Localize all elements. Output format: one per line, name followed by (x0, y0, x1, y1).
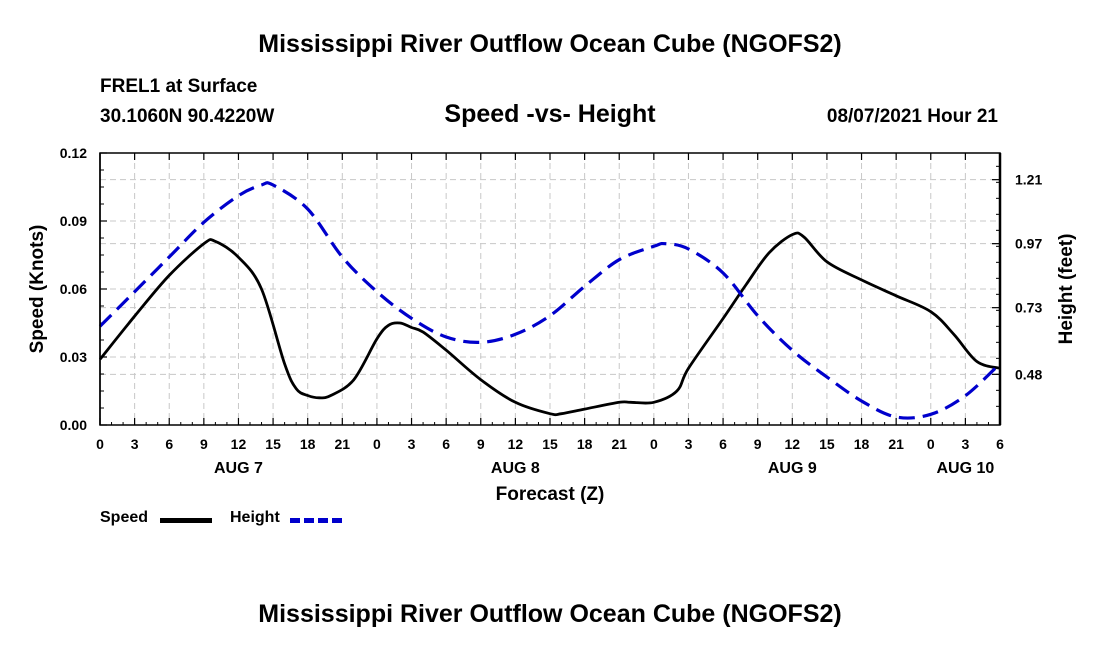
forecast-datetime: 08/07/2021 Hour 21 (826, 106, 998, 127)
x-tick-label: 18 (854, 436, 870, 452)
legend-height-label: Height (230, 509, 280, 526)
y2-tick-label: 0.73 (1015, 300, 1042, 316)
x-tick-label: 6 (719, 436, 727, 452)
x-tick-label: 3 (408, 436, 416, 452)
y-tick-label: 0.00 (60, 417, 87, 433)
y2-axis-label: Height (feet) (1056, 234, 1077, 345)
x-tick-label: 21 (335, 436, 351, 452)
footer-title: Mississippi River Outflow Ocean Cube (NG… (258, 600, 842, 628)
x-tick-label: 15 (265, 436, 281, 452)
x-tick-label: 21 (611, 436, 627, 452)
x-tick-label: 3 (131, 436, 139, 452)
date-label: AUG 9 (768, 460, 817, 477)
x-tick-label: 18 (300, 436, 316, 452)
y2-tick-label: 1.21 (1015, 172, 1042, 188)
date-label: AUG 8 (491, 460, 540, 477)
height-series-line (98, 181, 1002, 420)
y2-tick-label: 0.97 (1015, 236, 1042, 252)
legend-speed-swatch (160, 518, 212, 523)
x-tick-label: 6 (165, 436, 173, 452)
tick-labels: 0 3 6 9 12 15 18 21 0 3 6 9 12 15 18 21 0 3 6 9 12 15 18 21 0 3 6A… (60, 145, 1043, 477)
x-tick-label: 12 (785, 436, 801, 452)
speed-series-line (98, 231, 1001, 417)
station-coordinates: 30.1060N 90.4220W (100, 106, 275, 127)
date-label: AUG 7 (214, 460, 263, 477)
date-label: AUG 10 (936, 460, 994, 477)
x-tick-label: 6 (442, 436, 450, 452)
x-tick-label: 0 (96, 436, 104, 452)
legend-height-swatch (290, 518, 342, 523)
y2-tick-label: 0.48 (1015, 366, 1042, 382)
x-tick-label: 9 (754, 436, 762, 452)
x-tick-label: 0 (650, 436, 658, 452)
y-axis-label: Speed (Knots) (27, 225, 48, 354)
grid-lines (100, 153, 1000, 425)
y-tick-label: 0.12 (60, 145, 87, 161)
x-tick-label: 12 (508, 436, 524, 452)
series-lines (98, 181, 1002, 420)
y-tick-label: 0.06 (60, 281, 87, 297)
legend-speed-label: Speed (100, 509, 149, 526)
x-axis-label: Forecast (Z) (496, 484, 605, 505)
x-tick-label: 3 (961, 436, 969, 452)
x-tick-label: 18 (577, 436, 593, 452)
x-tick-label: 9 (200, 436, 208, 452)
x-tick-label: 6 (996, 436, 1004, 452)
x-tick-label: 21 (888, 436, 904, 452)
x-tick-label: 9 (477, 436, 485, 452)
x-tick-label: 0 (373, 436, 381, 452)
chart-subtitle: Speed -vs- Height (444, 100, 656, 128)
x-tick-label: 12 (231, 436, 247, 452)
station-label: FREL1 at Surface (100, 76, 258, 97)
x-tick-label: 15 (819, 436, 835, 452)
x-tick-label: 0 (927, 436, 935, 452)
x-tick-label: 15 (542, 436, 558, 452)
x-tick-label: 3 (685, 436, 693, 452)
y-tick-label: 0.09 (60, 213, 87, 229)
y-tick-label: 0.03 (60, 349, 87, 365)
chart-title: Mississippi River Outflow Ocean Cube (NG… (258, 30, 842, 58)
